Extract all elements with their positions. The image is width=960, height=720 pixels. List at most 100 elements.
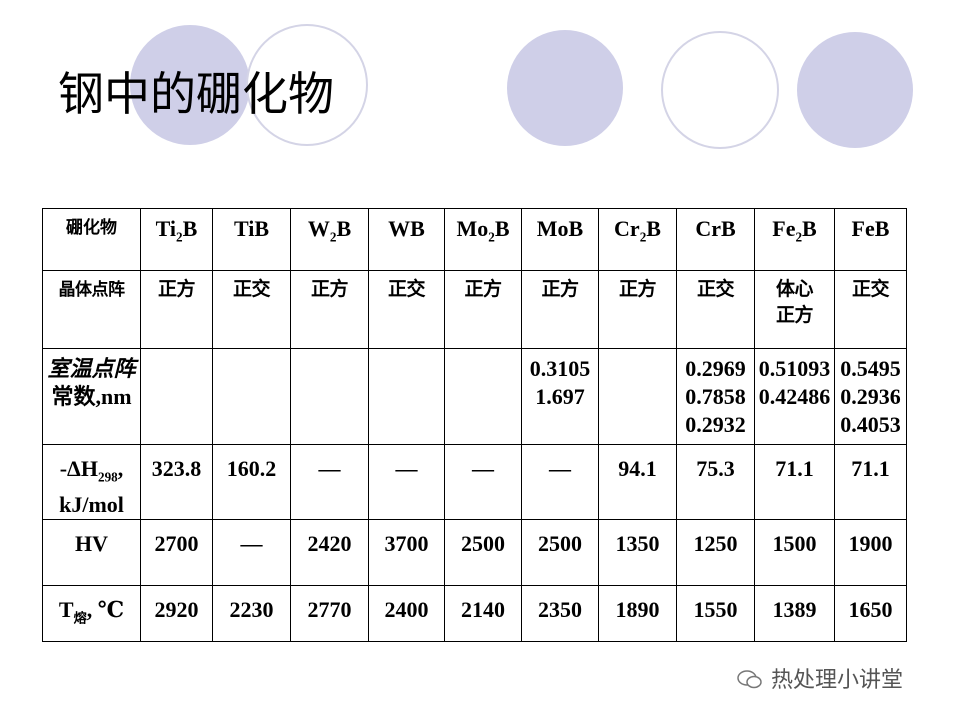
cell-line: kJ/mol xyxy=(44,491,140,518)
cell-text: 硼化物 xyxy=(66,218,117,238)
cell-text: Cr xyxy=(614,216,640,241)
table-cell: 2400 xyxy=(368,585,445,643)
table-cell: 2230 xyxy=(212,585,291,643)
circle xyxy=(507,30,623,146)
cell-text: 1250 xyxy=(693,531,738,557)
cell-text: 0.7858 xyxy=(685,384,746,409)
cell-text: 0.5495 xyxy=(840,356,901,381)
cell-text: 2500 xyxy=(538,531,582,557)
subscript: 2 xyxy=(488,229,495,245)
cell-text: 0.3105 xyxy=(529,356,591,381)
cell-line: 常数,nm xyxy=(44,383,140,411)
table-cell: 75.3 xyxy=(676,443,755,521)
table-cell: 2350 xyxy=(521,585,599,643)
cell-line: Cr2B xyxy=(600,215,676,251)
table-cell: 1250 xyxy=(676,519,755,587)
cell-line: Mo2B xyxy=(446,215,521,251)
cell-text: 0.51093 xyxy=(758,356,831,381)
cell-text: 323.8 xyxy=(151,456,202,481)
table-cell: 体心 正方 xyxy=(754,270,835,349)
cell-text: 室温点阵 xyxy=(47,356,136,381)
table-cell: MoB xyxy=(521,208,599,271)
cell-line: Fe2B xyxy=(756,215,834,251)
decoration xyxy=(130,24,913,149)
cell-text: 正方 xyxy=(157,279,196,300)
cell-text: CrB xyxy=(695,216,736,241)
cell-text: 2500 xyxy=(461,531,505,557)
table-cell: — xyxy=(290,443,369,521)
cell-text: 2920 xyxy=(154,597,199,623)
cell-text: — xyxy=(472,456,494,481)
table-cell: 0.5495 0.2936 0.4053 xyxy=(834,348,907,445)
table-cell: 1650 xyxy=(834,585,907,643)
cell-line: 正方 xyxy=(756,303,834,329)
cell-text: 0.2969 xyxy=(685,356,746,381)
table-cell: 71.1 xyxy=(834,443,907,521)
table-cell: 2500 xyxy=(521,519,599,587)
cell-text: 体心 xyxy=(775,279,814,300)
cell-text: B xyxy=(336,216,352,241)
subscript: 298 xyxy=(97,469,118,485)
table-cell: 2770 xyxy=(290,585,369,643)
table-cell: 正方 xyxy=(598,270,677,349)
table-cell: 1550 xyxy=(676,585,755,643)
cell-text: 2140 xyxy=(461,597,505,623)
cell-text: Fe xyxy=(772,216,796,241)
table-cell: Ti2B xyxy=(140,208,213,271)
cell-text: 1389 xyxy=(772,597,817,623)
cell-line: 0.2932 xyxy=(678,411,754,439)
table-cell xyxy=(444,348,522,445)
cell-line: 0.5495 xyxy=(836,355,906,383)
cell-text: , xyxy=(117,456,124,481)
cell-text: 0.2936 xyxy=(840,384,901,409)
cell-text: 2770 xyxy=(307,597,352,623)
subscript: 2 xyxy=(329,229,337,245)
cell-text: 75.3 xyxy=(696,456,735,481)
circle xyxy=(246,24,368,146)
table-cell: T熔, ℃ xyxy=(42,585,141,643)
table-row: 硼化物 Ti2B TiB W2B WB Mo2B MoB Cr2B CrB Fe2B FeB xyxy=(42,208,907,271)
cell-text: T xyxy=(58,597,74,623)
cell-line: W2B xyxy=(292,215,368,251)
cell-text: Mo xyxy=(456,216,489,241)
cell-text: 0.2932 xyxy=(685,412,746,437)
cell-text: 1550 xyxy=(693,597,738,623)
table-cell xyxy=(140,348,213,445)
table-cell xyxy=(598,348,677,445)
cell-line: 0.7858 xyxy=(678,383,754,411)
table-cell: 1900 xyxy=(834,519,907,587)
table-row: 室温点阵 常数,nm 0.3105 1.697 0.2969 0.7858 0.2932 0.… xyxy=(42,348,907,445)
cell-text: Ti xyxy=(155,216,177,241)
cell-text: 0.42486 xyxy=(758,384,831,409)
circle xyxy=(797,32,913,148)
cell-text: MoB xyxy=(536,216,584,241)
cell-text: 1.697 xyxy=(535,384,585,409)
table-cell: 1890 xyxy=(598,585,677,643)
table-cell: 正方 xyxy=(290,270,369,349)
table-cell xyxy=(290,348,369,445)
table-cell: 室温点阵 常数,nm xyxy=(42,348,141,445)
cell-text: — xyxy=(395,456,418,481)
table-cell: 0.2969 0.7858 0.2932 xyxy=(676,348,755,445)
cell-text: 71.1 xyxy=(775,456,814,481)
wechat-icon xyxy=(737,670,762,689)
table-cell: FeB xyxy=(834,208,907,271)
cell-text: 3700 xyxy=(384,531,429,557)
cell-text: B xyxy=(646,216,661,241)
cell-line: 室温点阵 xyxy=(44,355,140,383)
cell-line: 0.51093 xyxy=(756,355,834,383)
watermark: 热处理小讲堂 xyxy=(736,662,903,694)
table-cell: Fe2B xyxy=(754,208,835,271)
cell-text: — xyxy=(318,456,341,481)
table-cell: 正方 xyxy=(521,270,599,349)
cell-line: 1.697 xyxy=(523,383,598,411)
subscript: 2 xyxy=(176,229,183,245)
table-cell: CrB xyxy=(676,208,755,271)
subscript: 熔 xyxy=(73,610,87,626)
table-row: 晶体点阵 正方 正交 正方 正交 正方 正方 正方 正交 体心 正方 正交 xyxy=(42,270,907,349)
cell-text: 1890 xyxy=(615,597,660,623)
cell-line: 体心 xyxy=(756,277,834,303)
table-cell: 3700 xyxy=(368,519,445,587)
cell-text: 正方 xyxy=(464,279,502,300)
